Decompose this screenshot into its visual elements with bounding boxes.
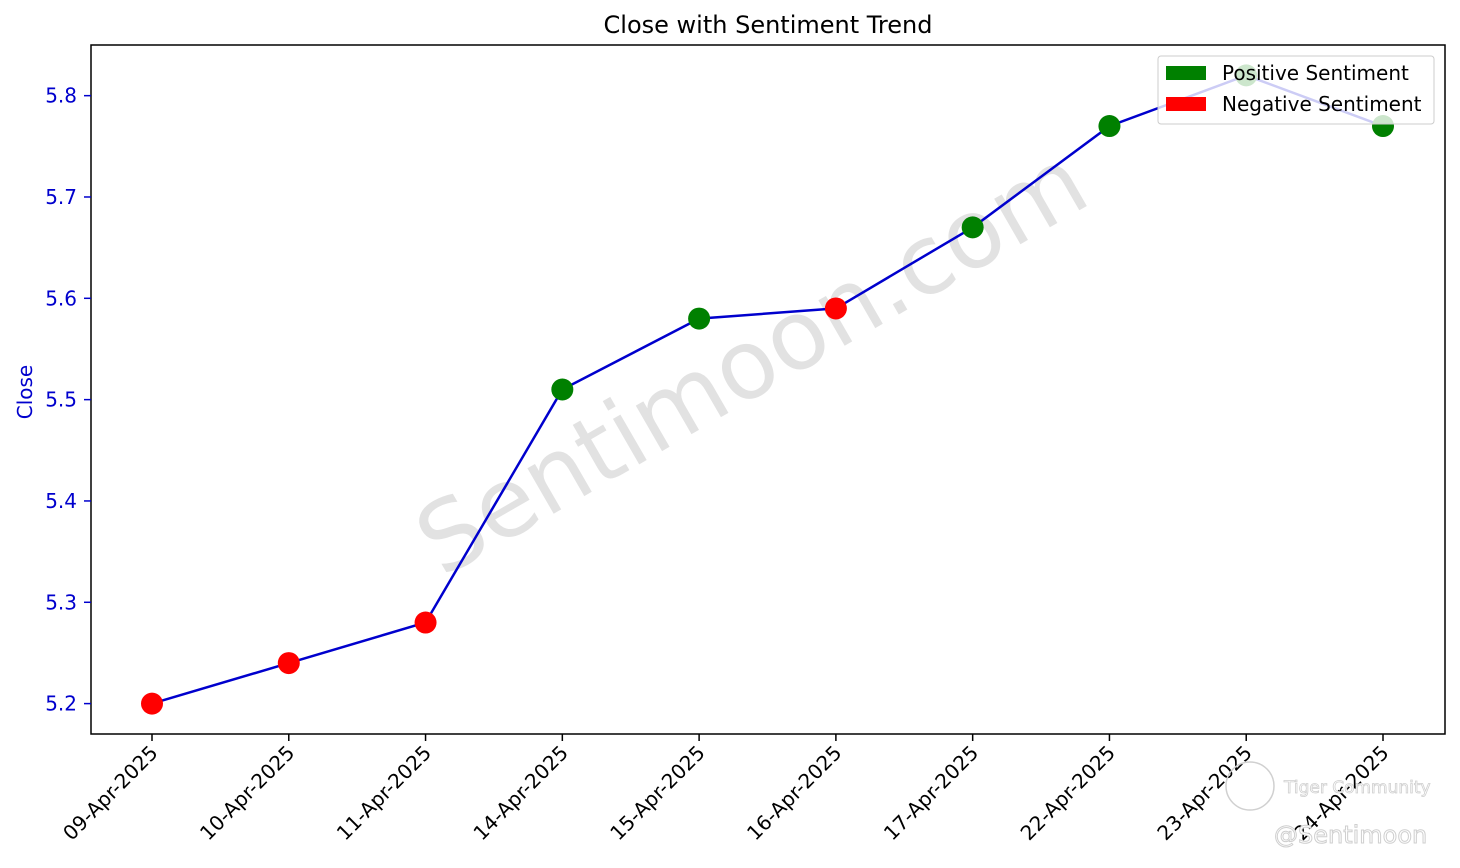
data-point-negative: [414, 611, 437, 634]
legend-label-positive: Positive Sentiment: [1222, 61, 1409, 85]
y-tick-label: 5.2: [45, 692, 77, 716]
data-point-positive: [961, 216, 984, 239]
y-tick-label: 5.4: [45, 489, 77, 513]
data-point-positive: [688, 307, 711, 330]
legend-label-negative: Negative Sentiment: [1222, 92, 1422, 116]
data-point-negative: [824, 297, 847, 320]
community-credit: Tiger Community: [1283, 778, 1431, 798]
y-tick-label: 5.5: [45, 388, 77, 412]
legend: Positive Sentiment Negative Sentiment: [1157, 55, 1435, 125]
legend-swatch-negative: [1166, 97, 1206, 111]
y-tick-label: 5.8: [45, 84, 77, 108]
data-point-positive: [551, 378, 574, 401]
chart-title: Close with Sentiment Trend: [604, 11, 933, 39]
legend-swatch-positive: [1166, 66, 1206, 80]
data-point-negative: [277, 652, 300, 675]
data-point-positive: [1098, 115, 1121, 138]
data-point-negative: [141, 692, 163, 715]
y-tick-label: 5.6: [45, 286, 77, 310]
tiger-community-credit: Tiger Community @Sentimoon: [1225, 761, 1431, 850]
legend-box: [1157, 55, 1435, 125]
y-axis: 5.2 5.3 5.4 5.5 5.6 5.7 5.8: [45, 84, 91, 716]
axes-frame: [90, 44, 1446, 735]
y-axis-label: Close: [13, 365, 37, 419]
y-tick-label: 5.3: [45, 590, 77, 614]
handle-credit: @Sentimoon: [1274, 821, 1427, 849]
y-tick-label: 5.7: [45, 185, 77, 209]
tiger-logo-icon: [1225, 761, 1275, 811]
plot-area: [90, 44, 1446, 735]
